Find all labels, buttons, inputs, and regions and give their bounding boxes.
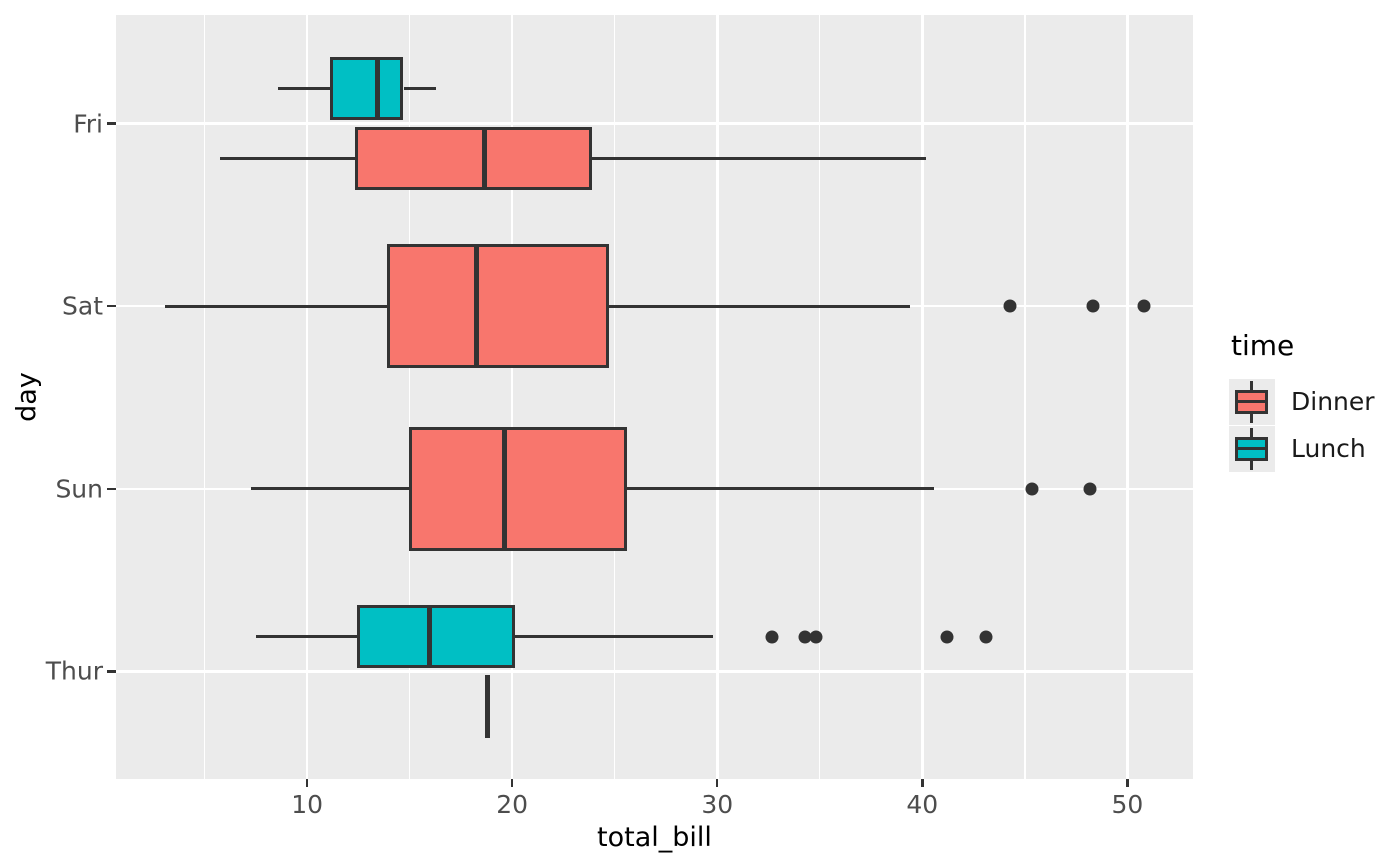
x-axis-title: total_bill — [597, 822, 712, 853]
x-tick-mark — [510, 779, 514, 787]
y-tick-mark — [107, 304, 116, 308]
box-iqr — [355, 127, 592, 190]
median-line — [374, 57, 380, 121]
y-tick-label: Thur — [45, 656, 103, 686]
outlier-dot — [940, 630, 954, 643]
box-iqr — [387, 244, 610, 369]
outlier-dot — [979, 630, 993, 643]
gridline-major-v — [1126, 15, 1129, 779]
x-tick-mark — [1126, 779, 1129, 787]
plot-panel — [116, 15, 1193, 779]
box-iqr — [409, 426, 627, 551]
outlier-dot — [1025, 482, 1039, 496]
outlier-dot — [809, 630, 823, 643]
box-iqr — [357, 605, 516, 668]
outlier-dot — [798, 630, 812, 643]
whisker-high — [609, 304, 911, 308]
gridline-major-h — [116, 122, 1193, 125]
gridline-major-v — [510, 15, 514, 779]
whisker-low — [278, 87, 331, 91]
gridline-major-v — [305, 15, 309, 779]
x-tick-label: 20 — [496, 790, 529, 819]
median-line — [482, 127, 488, 190]
outlier-dot — [1003, 299, 1017, 313]
gridline-minor-v — [1024, 15, 1026, 779]
boxplot-glyph-median-icon — [1235, 446, 1268, 450]
whisker-low — [250, 487, 410, 491]
outlier-dot — [1137, 299, 1151, 313]
whisker-high — [515, 635, 714, 638]
whisker-low — [256, 635, 358, 638]
outlier-dot — [765, 630, 779, 643]
y-tick-mark — [107, 487, 116, 491]
x-tick-mark — [921, 779, 924, 787]
median-line — [484, 674, 490, 738]
box-iqr — [330, 57, 404, 121]
outlier-dot — [1086, 299, 1100, 313]
gridline-major-v — [921, 15, 924, 779]
y-tick-label: Sat — [62, 291, 103, 321]
y-tick-label: Sun — [55, 474, 103, 504]
median-line — [502, 426, 508, 551]
gridline-minor-v — [408, 15, 411, 779]
y-tick-label: Fri — [73, 109, 103, 139]
median-line — [427, 605, 433, 668]
x-tick-mark — [715, 779, 719, 787]
legend-label: Dinner — [1291, 387, 1375, 416]
whisker-low — [219, 157, 356, 160]
y-axis-title: day — [11, 372, 43, 422]
x-tick-label: 10 — [291, 790, 324, 819]
boxplot-glyph-median-icon — [1235, 399, 1268, 403]
x-tick-label: 50 — [1111, 790, 1144, 819]
x-tick-label: 30 — [701, 790, 734, 819]
legend-label: Lunch — [1291, 434, 1366, 463]
legend: time Dinner Lunch — [1229, 329, 1375, 472]
whisker-high — [403, 87, 436, 91]
legend-item-lunch: Lunch — [1229, 425, 1375, 472]
x-tick-mark — [305, 779, 309, 787]
whisker-high — [591, 157, 926, 160]
legend-key — [1229, 425, 1275, 472]
y-tick-mark — [107, 670, 116, 673]
legend-title: time — [1231, 329, 1295, 362]
gridline-major-h — [116, 670, 1193, 673]
x-tick-label: 40 — [906, 790, 939, 819]
gridline-minor-v — [614, 15, 616, 779]
gridline-minor-v — [819, 15, 821, 779]
legend-entries: Dinner Lunch — [1229, 378, 1375, 472]
median-line — [473, 244, 479, 369]
outlier-dot — [1083, 482, 1097, 496]
gridline-major-v — [715, 15, 719, 779]
whisker-low — [165, 304, 388, 308]
legend-key — [1229, 378, 1275, 425]
legend-item-dinner: Dinner — [1229, 378, 1375, 425]
gridline-minor-v — [203, 15, 206, 779]
y-tick-mark — [107, 122, 116, 125]
whisker-high — [627, 487, 934, 491]
